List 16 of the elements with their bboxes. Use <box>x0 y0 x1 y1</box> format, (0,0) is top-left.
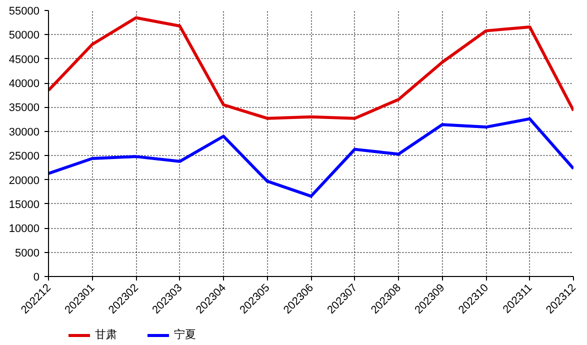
y-tick-label: 45000 <box>8 54 40 66</box>
line-series <box>48 16 574 120</box>
y-tick-label: 50000 <box>8 30 40 42</box>
legend-label: 宁夏 <box>174 327 196 342</box>
y-tick-label: 0 <box>33 272 40 284</box>
y-tick-label: 15000 <box>8 198 40 211</box>
y-tick-label: 25000 <box>8 150 40 163</box>
y-tick-label: 40000 <box>8 78 40 90</box>
y-tick-label: 10000 <box>8 223 40 236</box>
y-tick-label: 30000 <box>8 126 40 138</box>
y-tick-label: 20000 <box>8 174 40 187</box>
y-tick-label: 55000 <box>8 6 40 18</box>
legend-label: 甘肃 <box>95 327 117 342</box>
line-series <box>48 117 574 198</box>
y-tick-label: 35000 <box>8 102 40 114</box>
y-tick-label: 5000 <box>15 247 40 260</box>
